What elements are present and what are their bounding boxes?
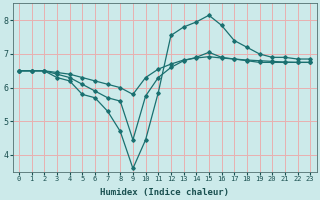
X-axis label: Humidex (Indice chaleur): Humidex (Indice chaleur) [100, 188, 229, 197]
